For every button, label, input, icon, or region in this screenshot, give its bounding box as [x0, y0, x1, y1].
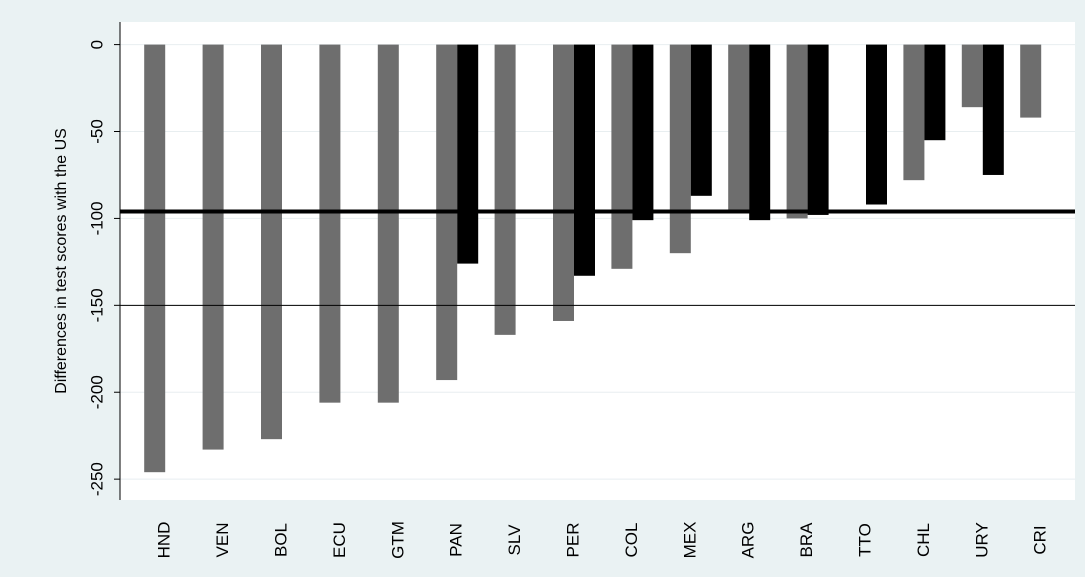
x-tick-label: GTM [388, 521, 407, 559]
y-tick-label: -150 [87, 288, 106, 322]
y-tick-label: 0 [87, 40, 106, 49]
bar [457, 44, 479, 264]
x-tick-label: CRI [1031, 525, 1050, 554]
x-tick-label: VEN [213, 523, 232, 558]
x-tick-label: MEX [680, 522, 699, 559]
y-tick-label: -200 [87, 375, 106, 409]
bar [144, 44, 166, 473]
bar [669, 44, 691, 254]
bar [961, 44, 983, 108]
bar [611, 44, 633, 269]
bar [261, 44, 282, 440]
bar [202, 44, 224, 450]
x-tick-label: COL [622, 523, 641, 558]
x-tick-label: HND [155, 522, 174, 559]
x-tick-label: BOL [271, 523, 290, 557]
x-tick-label: CHL [914, 523, 933, 557]
bar [903, 44, 925, 181]
x-tick-label: ARG [739, 522, 758, 559]
bar [786, 44, 808, 219]
x-tick-label: PAN [447, 523, 466, 557]
bar [632, 44, 654, 221]
x-tick-label: TTO [855, 523, 874, 557]
y-tick-label: -50 [87, 119, 106, 144]
bar [749, 44, 771, 221]
y-tick-label: -100 [87, 201, 106, 235]
bar [982, 44, 1004, 175]
bar [924, 44, 946, 141]
bar [574, 44, 595, 276]
bar [1020, 44, 1042, 118]
bar [807, 44, 829, 215]
bar [728, 44, 750, 210]
bar [377, 44, 399, 403]
y-tick-label: -250 [87, 462, 106, 496]
bar [866, 44, 887, 205]
bar [319, 44, 341, 403]
x-tick-label: URY [972, 522, 991, 558]
x-tick-label: BRA [797, 522, 816, 558]
x-tick-label: ECU [330, 522, 349, 558]
y-axis-title: Differences in test scores with the US [53, 128, 70, 394]
bar [690, 44, 712, 196]
x-tick-label: PER [563, 523, 582, 558]
bar [553, 44, 574, 321]
x-tick-label: SLV [505, 524, 524, 556]
bar [494, 44, 516, 335]
